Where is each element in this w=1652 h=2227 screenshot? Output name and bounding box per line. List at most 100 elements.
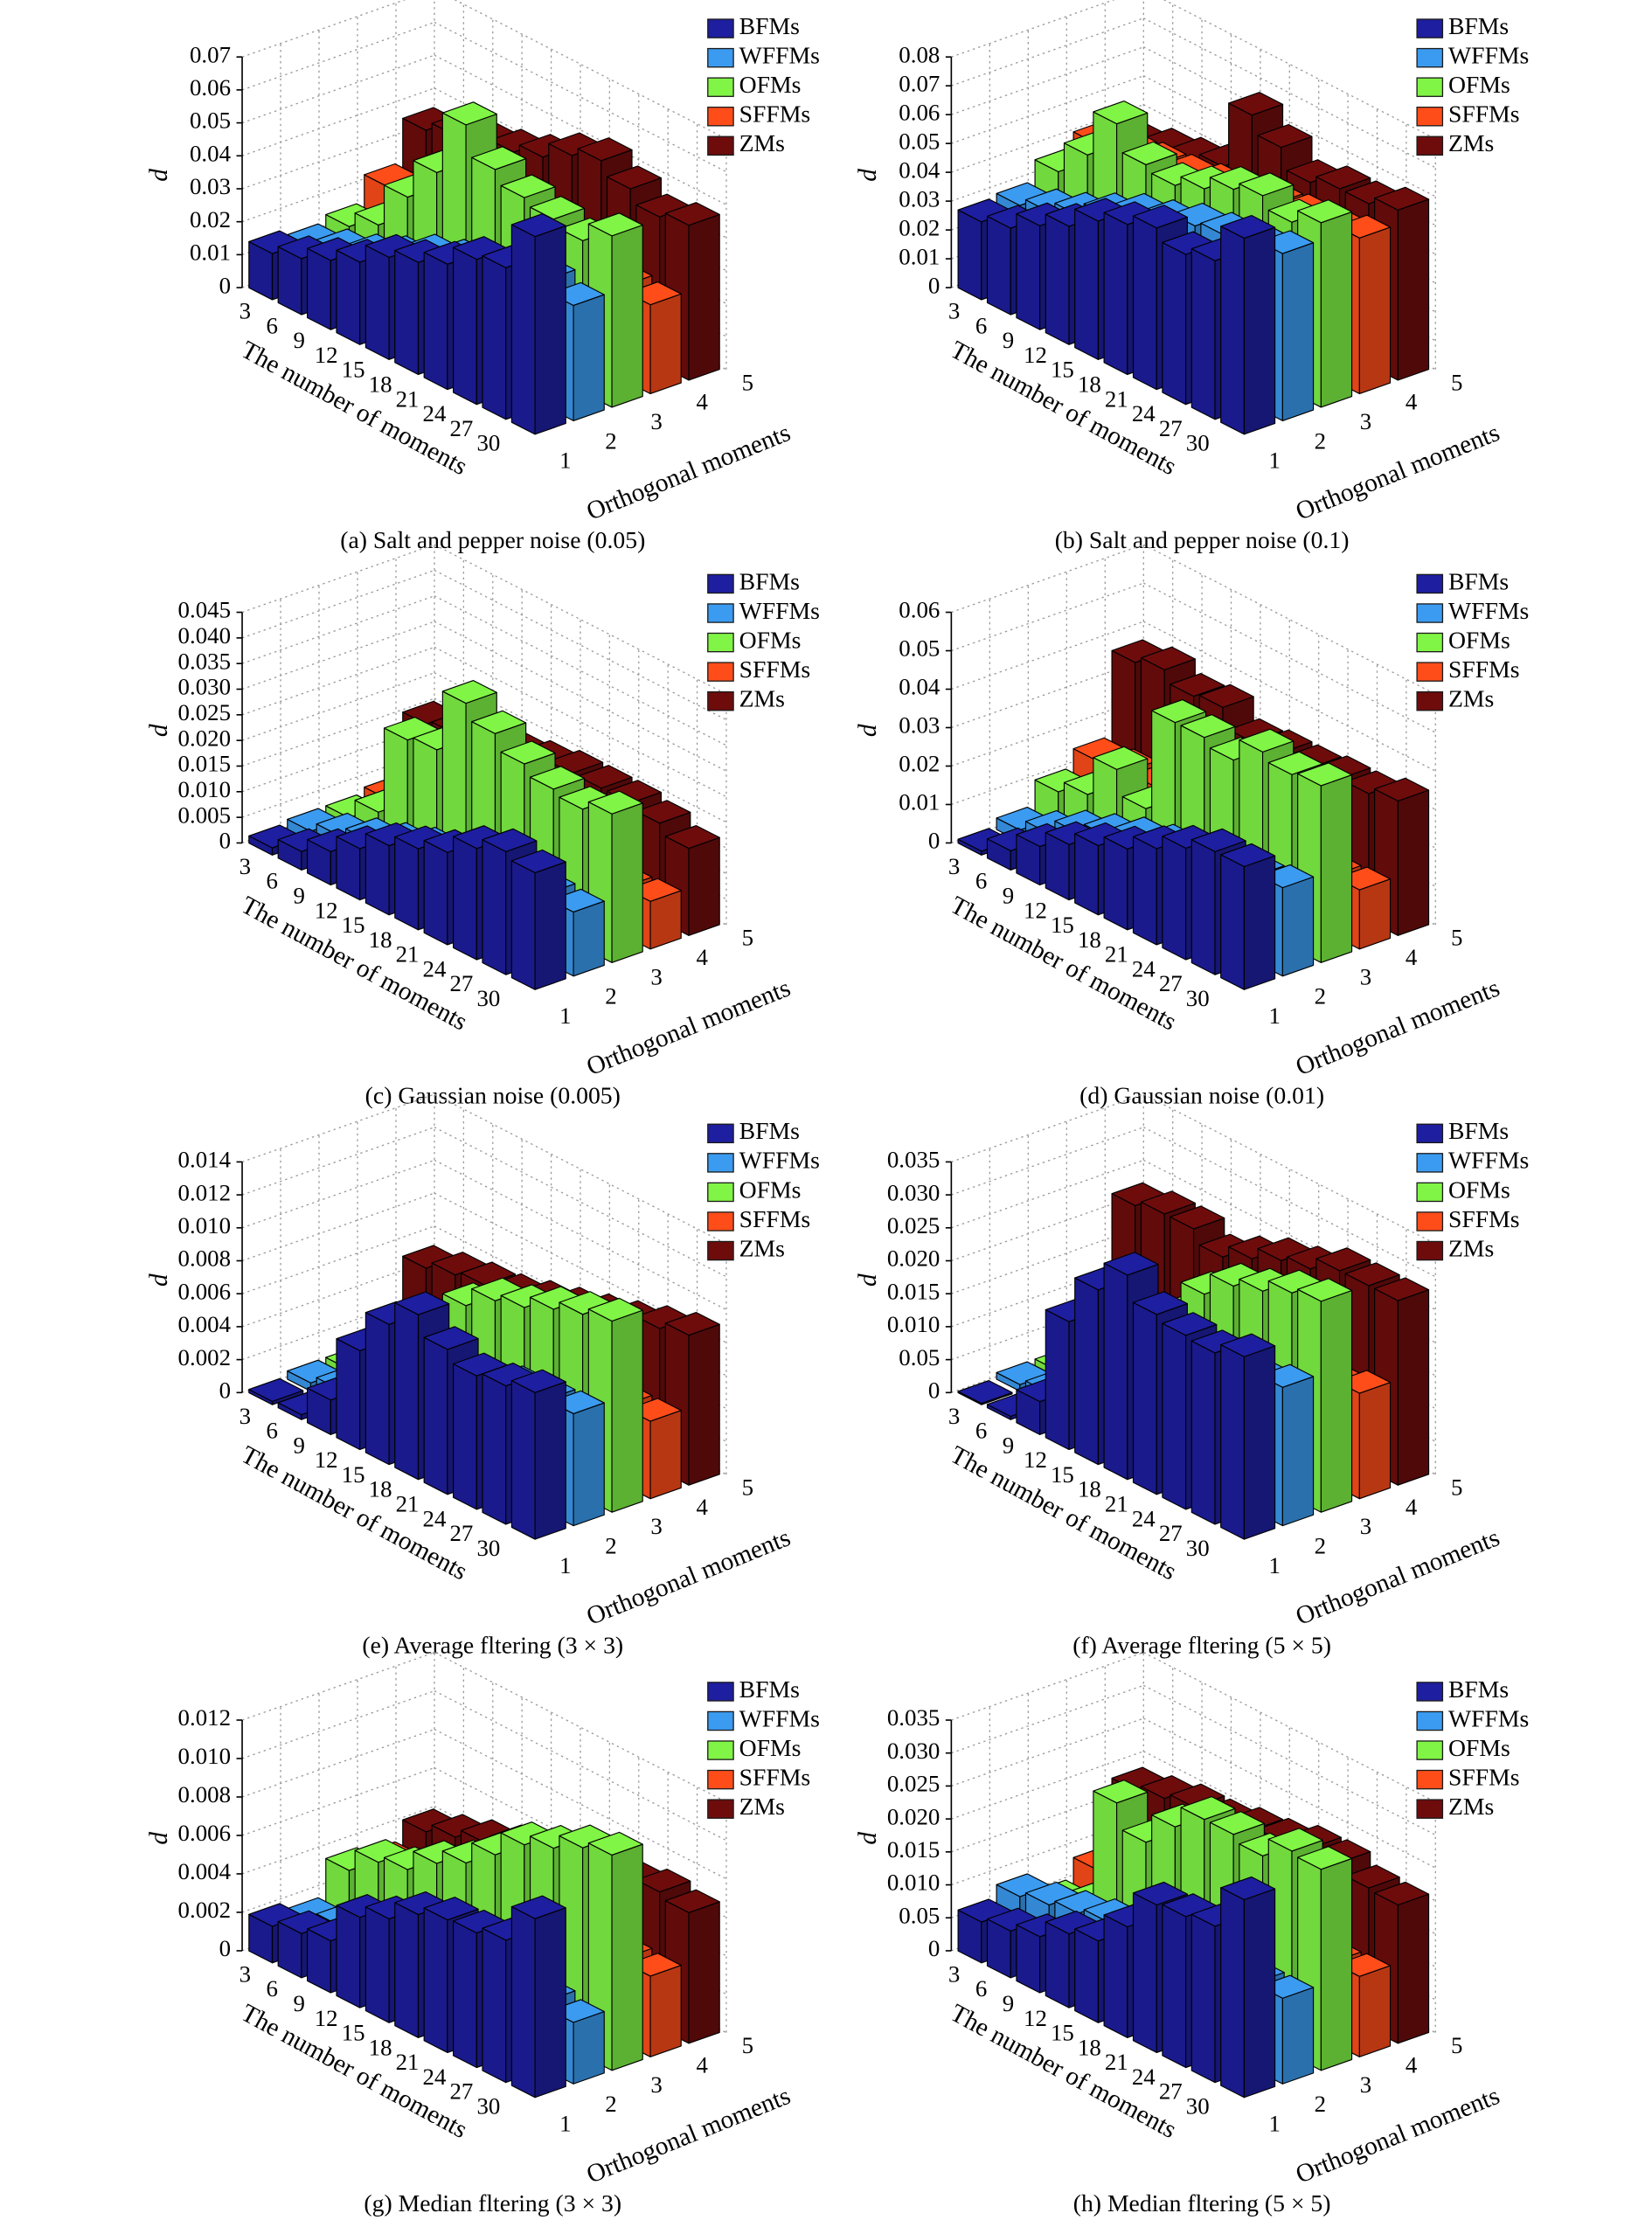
x-tick-label: 6 <box>267 312 278 338</box>
z-tick-label: 0.04 <box>190 140 232 166</box>
x-tick-label: 30 <box>476 1535 500 1561</box>
bar-face <box>1358 878 1392 950</box>
x-tick-label: 18 <box>369 1476 392 1502</box>
y-tick-label: 4 <box>697 2052 709 2078</box>
bar-face <box>649 293 682 395</box>
legend-swatch <box>707 1182 734 1203</box>
grid-line <box>241 595 435 664</box>
grid-line <box>951 1127 1144 1196</box>
y-tick-label: 5 <box>1451 1474 1462 1501</box>
z-tick-label: 0.07 <box>899 70 940 96</box>
x-tick-label: 27 <box>1159 415 1183 441</box>
grid-line <box>241 0 406 58</box>
legend-label: SFFMs <box>739 101 811 128</box>
bar-face <box>510 1380 536 1540</box>
bar <box>510 849 566 990</box>
z-tick-label: 0.010 <box>887 1311 940 1337</box>
z-tick-label: 0.02 <box>899 751 940 777</box>
bar-face <box>688 836 720 936</box>
bar-face <box>1162 1312 1218 1336</box>
bar-face <box>1243 226 1276 435</box>
x-tick-label: 15 <box>1051 2020 1074 2046</box>
bar-face <box>1220 854 1245 990</box>
panel: 00.0020.0040.0060.0080.0100.0120.0143691… <box>145 1093 820 1658</box>
bar-face <box>573 2010 605 2085</box>
y-tick-label: 5 <box>742 925 753 951</box>
y-tick-label: 4 <box>697 1494 709 1520</box>
legend-swatch <box>707 1710 734 1731</box>
bar-face <box>423 1907 448 2053</box>
bar-face <box>1220 1887 1245 2099</box>
bar-face <box>664 1312 720 1336</box>
bar-face <box>1093 746 1149 770</box>
legend-swatch <box>707 18 734 38</box>
chart-title: (e) Average fltering (3 × 3) <box>362 1631 623 1658</box>
x-tick-label: 15 <box>342 1461 365 1488</box>
legend-label: OFMs <box>1448 1734 1510 1761</box>
legend-swatch <box>1416 1710 1444 1731</box>
bar-face <box>423 252 448 391</box>
z-tick-label: 0.020 <box>178 725 231 751</box>
z-tick-label: 0.006 <box>178 1278 231 1304</box>
bar-face <box>452 1920 477 2069</box>
bar-face <box>664 825 720 850</box>
y-tick-label: 1 <box>559 2111 571 2137</box>
y-tick-label: 4 <box>697 944 709 970</box>
bar-face <box>611 224 643 408</box>
bar-face <box>1170 1783 1225 1807</box>
y-tick-label: 4 <box>1406 944 1418 970</box>
panel: 00.010.020.030.040.050.060.0736912151821… <box>145 0 820 553</box>
x-tick-label: 21 <box>1105 1490 1128 1516</box>
legend-label: OFMs <box>739 626 802 653</box>
x-tick-label: 15 <box>1051 912 1074 938</box>
y-tick-label: 1 <box>559 447 571 474</box>
grid-line <box>241 1127 435 1196</box>
grid-line <box>434 1127 727 1278</box>
bar-face <box>649 1410 682 1500</box>
legend-swatch <box>1416 107 1444 127</box>
z-tick-label: 0.05 <box>899 128 940 154</box>
bar-face <box>1162 1904 1187 2069</box>
x-tick-label: 18 <box>1078 926 1101 953</box>
bar-face <box>1045 213 1070 345</box>
bar-face <box>1103 1262 1128 1481</box>
legend-label: SFFMs <box>1448 101 1520 128</box>
bar-face <box>482 1927 507 2084</box>
bar-face <box>1103 1252 1159 1276</box>
bar-face <box>1315 165 1371 190</box>
bar-face <box>1297 199 1353 224</box>
bar-face <box>1103 212 1128 376</box>
x-tick-label: 6 <box>975 1975 987 2002</box>
legend-swatch <box>1416 1799 1444 1819</box>
grid-line <box>241 1690 435 1759</box>
legend-label: WFFMs <box>1448 597 1529 624</box>
y-tick-label: 4 <box>1406 2052 1418 2078</box>
bar <box>1220 1876 1276 2099</box>
x-tick-label: 24 <box>1132 1505 1156 1531</box>
x-tick-label: 12 <box>315 342 338 368</box>
z-tick-label: 0.020 <box>887 1803 940 1829</box>
z-tick-label: 0.010 <box>178 1212 231 1238</box>
x-tick-label: 3 <box>948 853 960 879</box>
bar-face <box>1397 198 1430 381</box>
x-tick-label: 27 <box>449 1520 473 1546</box>
y-tick-label: 1 <box>1268 1552 1280 1578</box>
grid-line <box>951 582 1144 652</box>
legend-swatch <box>1416 603 1444 623</box>
bar-face <box>394 1902 420 2038</box>
bar-face <box>573 294 605 421</box>
x-tick-label: 27 <box>449 415 473 441</box>
z-tick-label: 0.01 <box>899 789 940 815</box>
bar-face <box>577 137 633 162</box>
bar-face <box>482 255 507 420</box>
bar-face <box>1297 1278 1353 1302</box>
y-tick-label: 3 <box>1360 1513 1371 1539</box>
x-tick-label: 24 <box>1132 955 1156 982</box>
bar-face <box>1257 123 1313 149</box>
bar-face <box>1374 1277 1430 1301</box>
z-axis-label: d <box>854 1832 882 1845</box>
z-tick-label: 0.004 <box>178 1858 232 1884</box>
bar-face <box>1016 213 1041 330</box>
z-tick-label: 0 <box>219 272 231 298</box>
